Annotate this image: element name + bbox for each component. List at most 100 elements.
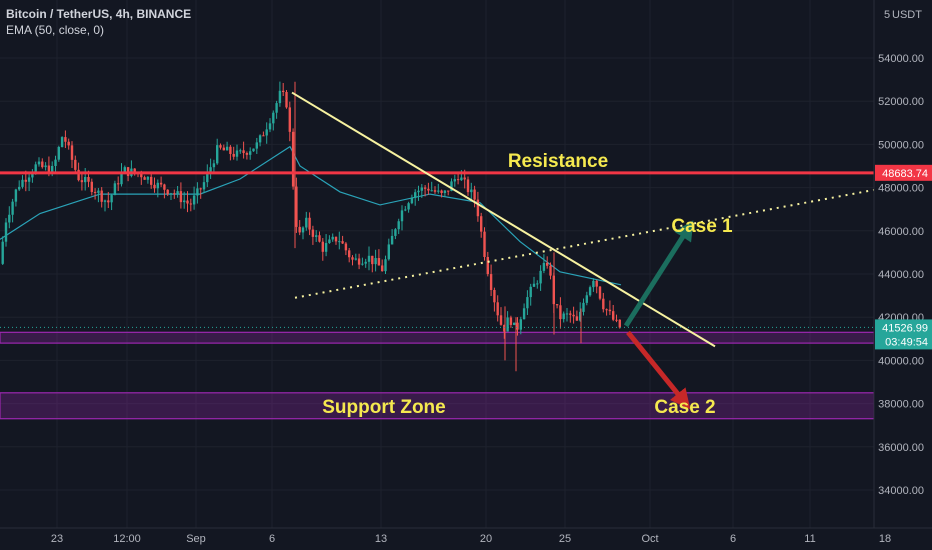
candle-body — [476, 199, 480, 217]
candle-body — [252, 148, 255, 152]
candle-body — [328, 239, 331, 244]
candle-body — [84, 176, 87, 183]
candle-body — [110, 195, 113, 203]
candle-body — [34, 164, 37, 174]
candle-body — [582, 302, 585, 312]
candle-body — [407, 203, 410, 210]
candle-body — [150, 176, 153, 185]
near-support — [0, 331, 875, 344]
downtrend-line[interactable] — [291, 91, 716, 348]
candle-body — [542, 262, 546, 271]
candle-body — [549, 265, 552, 276]
candle-body — [414, 192, 417, 198]
dotted-trend-line[interactable] — [294, 188, 876, 299]
candle-body — [377, 258, 381, 266]
ema-layer — [0, 145, 622, 286]
candle-body — [179, 191, 183, 203]
candle-body — [97, 190, 100, 193]
bar-countdown-text: 03:49:54 — [885, 336, 928, 348]
candle-body — [67, 141, 70, 146]
candle-body — [341, 241, 344, 244]
candle-body — [483, 231, 486, 257]
price-tick-label: 48000.00 — [878, 183, 924, 195]
time-axis-bg — [0, 528, 932, 550]
candle-body — [90, 181, 93, 192]
time-axis[interactable]: 23 12:00 Sep 6 13 20 25 Oct 6 11 18 — [0, 527, 932, 550]
candle-body — [410, 197, 414, 204]
candle-body — [516, 322, 519, 330]
candle-body — [11, 201, 14, 215]
price-axis[interactable]: 5 USDT34000.0036000.0038000.0040000.00420… — [873, 0, 932, 550]
candle-body — [493, 289, 496, 303]
candle-body — [420, 187, 423, 191]
candle-body — [123, 167, 126, 172]
case-1-arrow[interactable] — [623, 220, 694, 328]
candle-body — [103, 200, 107, 202]
candle-body — [70, 145, 74, 160]
symbol-title[interactable]: Bitcoin / TetherUS, 4h, BINANCE — [6, 7, 192, 21]
candle-body — [173, 193, 176, 195]
candle-body — [496, 302, 499, 316]
candle-body — [93, 191, 97, 193]
case-2-arrow[interactable] — [626, 330, 691, 410]
candle-body — [24, 179, 27, 182]
candle-body — [31, 173, 34, 178]
candle-body — [163, 184, 166, 190]
price-tick-label: 44000.00 — [878, 269, 924, 281]
candle-body — [176, 191, 179, 194]
candle-body — [202, 182, 206, 190]
candles-layer — [1, 81, 621, 372]
current-price-text: 41526.99 — [882, 322, 928, 334]
candle-body — [4, 222, 8, 242]
candle-body — [612, 311, 615, 320]
time-tick-label: 6 — [269, 533, 275, 545]
candle-body — [437, 190, 440, 192]
candle-body — [275, 103, 278, 113]
candle-body — [308, 217, 311, 230]
candle-body — [225, 146, 229, 151]
candle-body — [466, 179, 470, 193]
price-tick-label: 38000.00 — [878, 399, 924, 411]
candle-body — [235, 150, 239, 157]
candle-body — [87, 176, 90, 182]
candle-body — [77, 169, 80, 181]
candle-body — [212, 163, 216, 168]
candle-body — [470, 189, 473, 193]
candle-body — [288, 107, 291, 132]
price-tick-label: 50000.00 — [878, 139, 924, 151]
candle-body — [499, 315, 503, 325]
candle-body — [367, 255, 371, 262]
candle-body — [381, 265, 384, 272]
time-tick-label: 18 — [879, 533, 891, 545]
time-tick-label: 23 — [51, 533, 63, 545]
currency-prefix: 5 — [884, 9, 890, 21]
candle-body — [460, 177, 463, 181]
time-tick-label: Oct — [641, 533, 658, 545]
candle-body — [361, 263, 364, 265]
candle-body — [232, 153, 235, 157]
ema-line — [0, 145, 622, 286]
candle-body — [575, 316, 579, 321]
candle-body — [354, 258, 357, 260]
candle-body — [166, 189, 169, 195]
candle-body — [18, 186, 21, 190]
candle-body — [331, 236, 334, 240]
candle-body — [268, 123, 272, 130]
zones-layer — [0, 331, 875, 420]
candle-body — [206, 171, 209, 183]
drawings-layer[interactable] — [0, 91, 876, 410]
candle-body — [334, 236, 338, 242]
candle-body — [562, 313, 565, 320]
candle-body — [579, 311, 582, 321]
candle-body — [199, 188, 202, 190]
candle-body — [272, 112, 275, 124]
candle-body — [506, 317, 509, 332]
candle-body — [189, 203, 192, 205]
case-1-label: Case 1 — [671, 216, 733, 237]
candle-body — [47, 165, 51, 174]
candle-body — [14, 189, 18, 202]
candle-body — [51, 165, 54, 174]
candle-body — [80, 180, 84, 183]
ema-indicator-label[interactable]: EMA (50, close, 0) — [6, 23, 105, 37]
